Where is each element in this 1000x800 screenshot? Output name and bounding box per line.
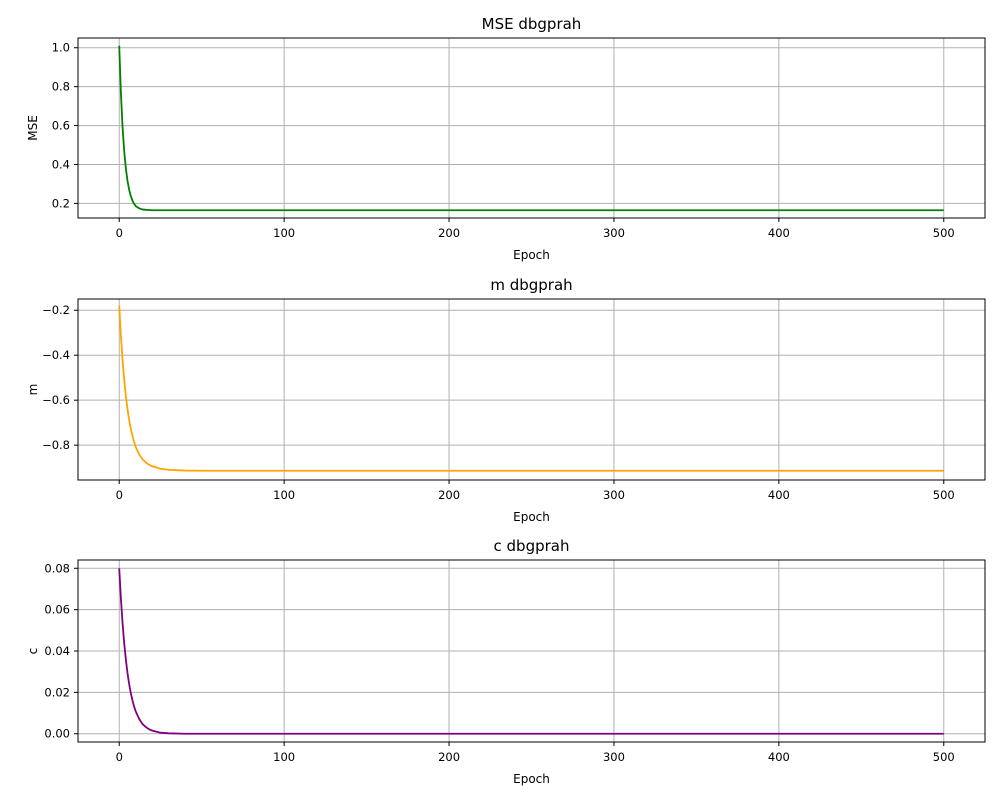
series-line	[118, 305, 944, 472]
axes-frame	[77, 37, 986, 219]
x-tick-label: 400	[768, 750, 790, 764]
y-tick-label: 0.2	[52, 196, 70, 210]
x-tick-label: 200	[438, 226, 460, 240]
chart-title: c dbgprah	[494, 537, 570, 555]
y-tick-label: 0.04	[44, 644, 70, 658]
y-tick-label: −0.2	[42, 303, 70, 317]
chart-title: m dbgprah	[490, 276, 572, 294]
x-tick-label: 200	[438, 750, 460, 764]
x-tick-label: 400	[768, 226, 790, 240]
y-tick-label: −0.6	[42, 393, 70, 407]
x-axis-label: Epoch	[513, 510, 550, 524]
y-tick-label: 0.06	[44, 603, 70, 617]
chart-panel-2: 0 100 200 300 400 500 −0.8 −0.6 −0.4 −0.2 m dbgpra…	[26, 276, 986, 524]
x-tick-label: 0	[116, 488, 123, 502]
x-tick-label: 300	[603, 226, 625, 240]
x-axis-label: Epoch	[513, 248, 550, 262]
y-tick-label: 0.00	[44, 727, 70, 741]
x-tick-label: 200	[438, 488, 460, 502]
y-axis-label: c	[26, 648, 40, 655]
chart-panel-1: 0 100 200 300 400 500 0.2 0.4 0.6 0.8 1.0 MSE dbgpr…	[26, 15, 986, 262]
y-tick-label: −0.8	[42, 438, 70, 452]
x-tick-label: 100	[273, 488, 295, 502]
y-tick-label: −0.4	[42, 348, 70, 362]
y-tick-label: 0.4	[52, 157, 70, 171]
x-tick-label: 400	[768, 488, 790, 502]
y-tick-label: 1.0	[52, 41, 70, 55]
axes-frame	[77, 298, 986, 481]
x-tick-label: 500	[933, 226, 955, 240]
x-tick-label: 100	[273, 226, 295, 240]
y-tick-label: 0.08	[44, 561, 70, 575]
series-line	[118, 45, 944, 212]
x-tick-label: 100	[273, 750, 295, 764]
chart-title: MSE dbgprah	[482, 15, 582, 33]
y-axis-label: MSE	[26, 115, 40, 141]
x-tick-label: 0	[116, 226, 123, 240]
y-tick-label: 0.02	[44, 685, 70, 699]
x-tick-label: 300	[603, 488, 625, 502]
y-tick-label: 0.8	[52, 80, 70, 94]
x-tick-label: 500	[933, 750, 955, 764]
x-tick-label: 0	[116, 750, 123, 764]
chart-panel-3: 0 100 200 300 400 500 0.00 0.02 0.04 0.06 0.08 c db…	[26, 537, 986, 786]
x-axis-label: Epoch	[513, 772, 550, 786]
y-axis-label: m	[26, 384, 40, 396]
x-tick-label: 500	[933, 488, 955, 502]
y-tick-label: 0.6	[52, 119, 70, 133]
series-line	[118, 568, 944, 735]
x-tick-label: 300	[603, 750, 625, 764]
